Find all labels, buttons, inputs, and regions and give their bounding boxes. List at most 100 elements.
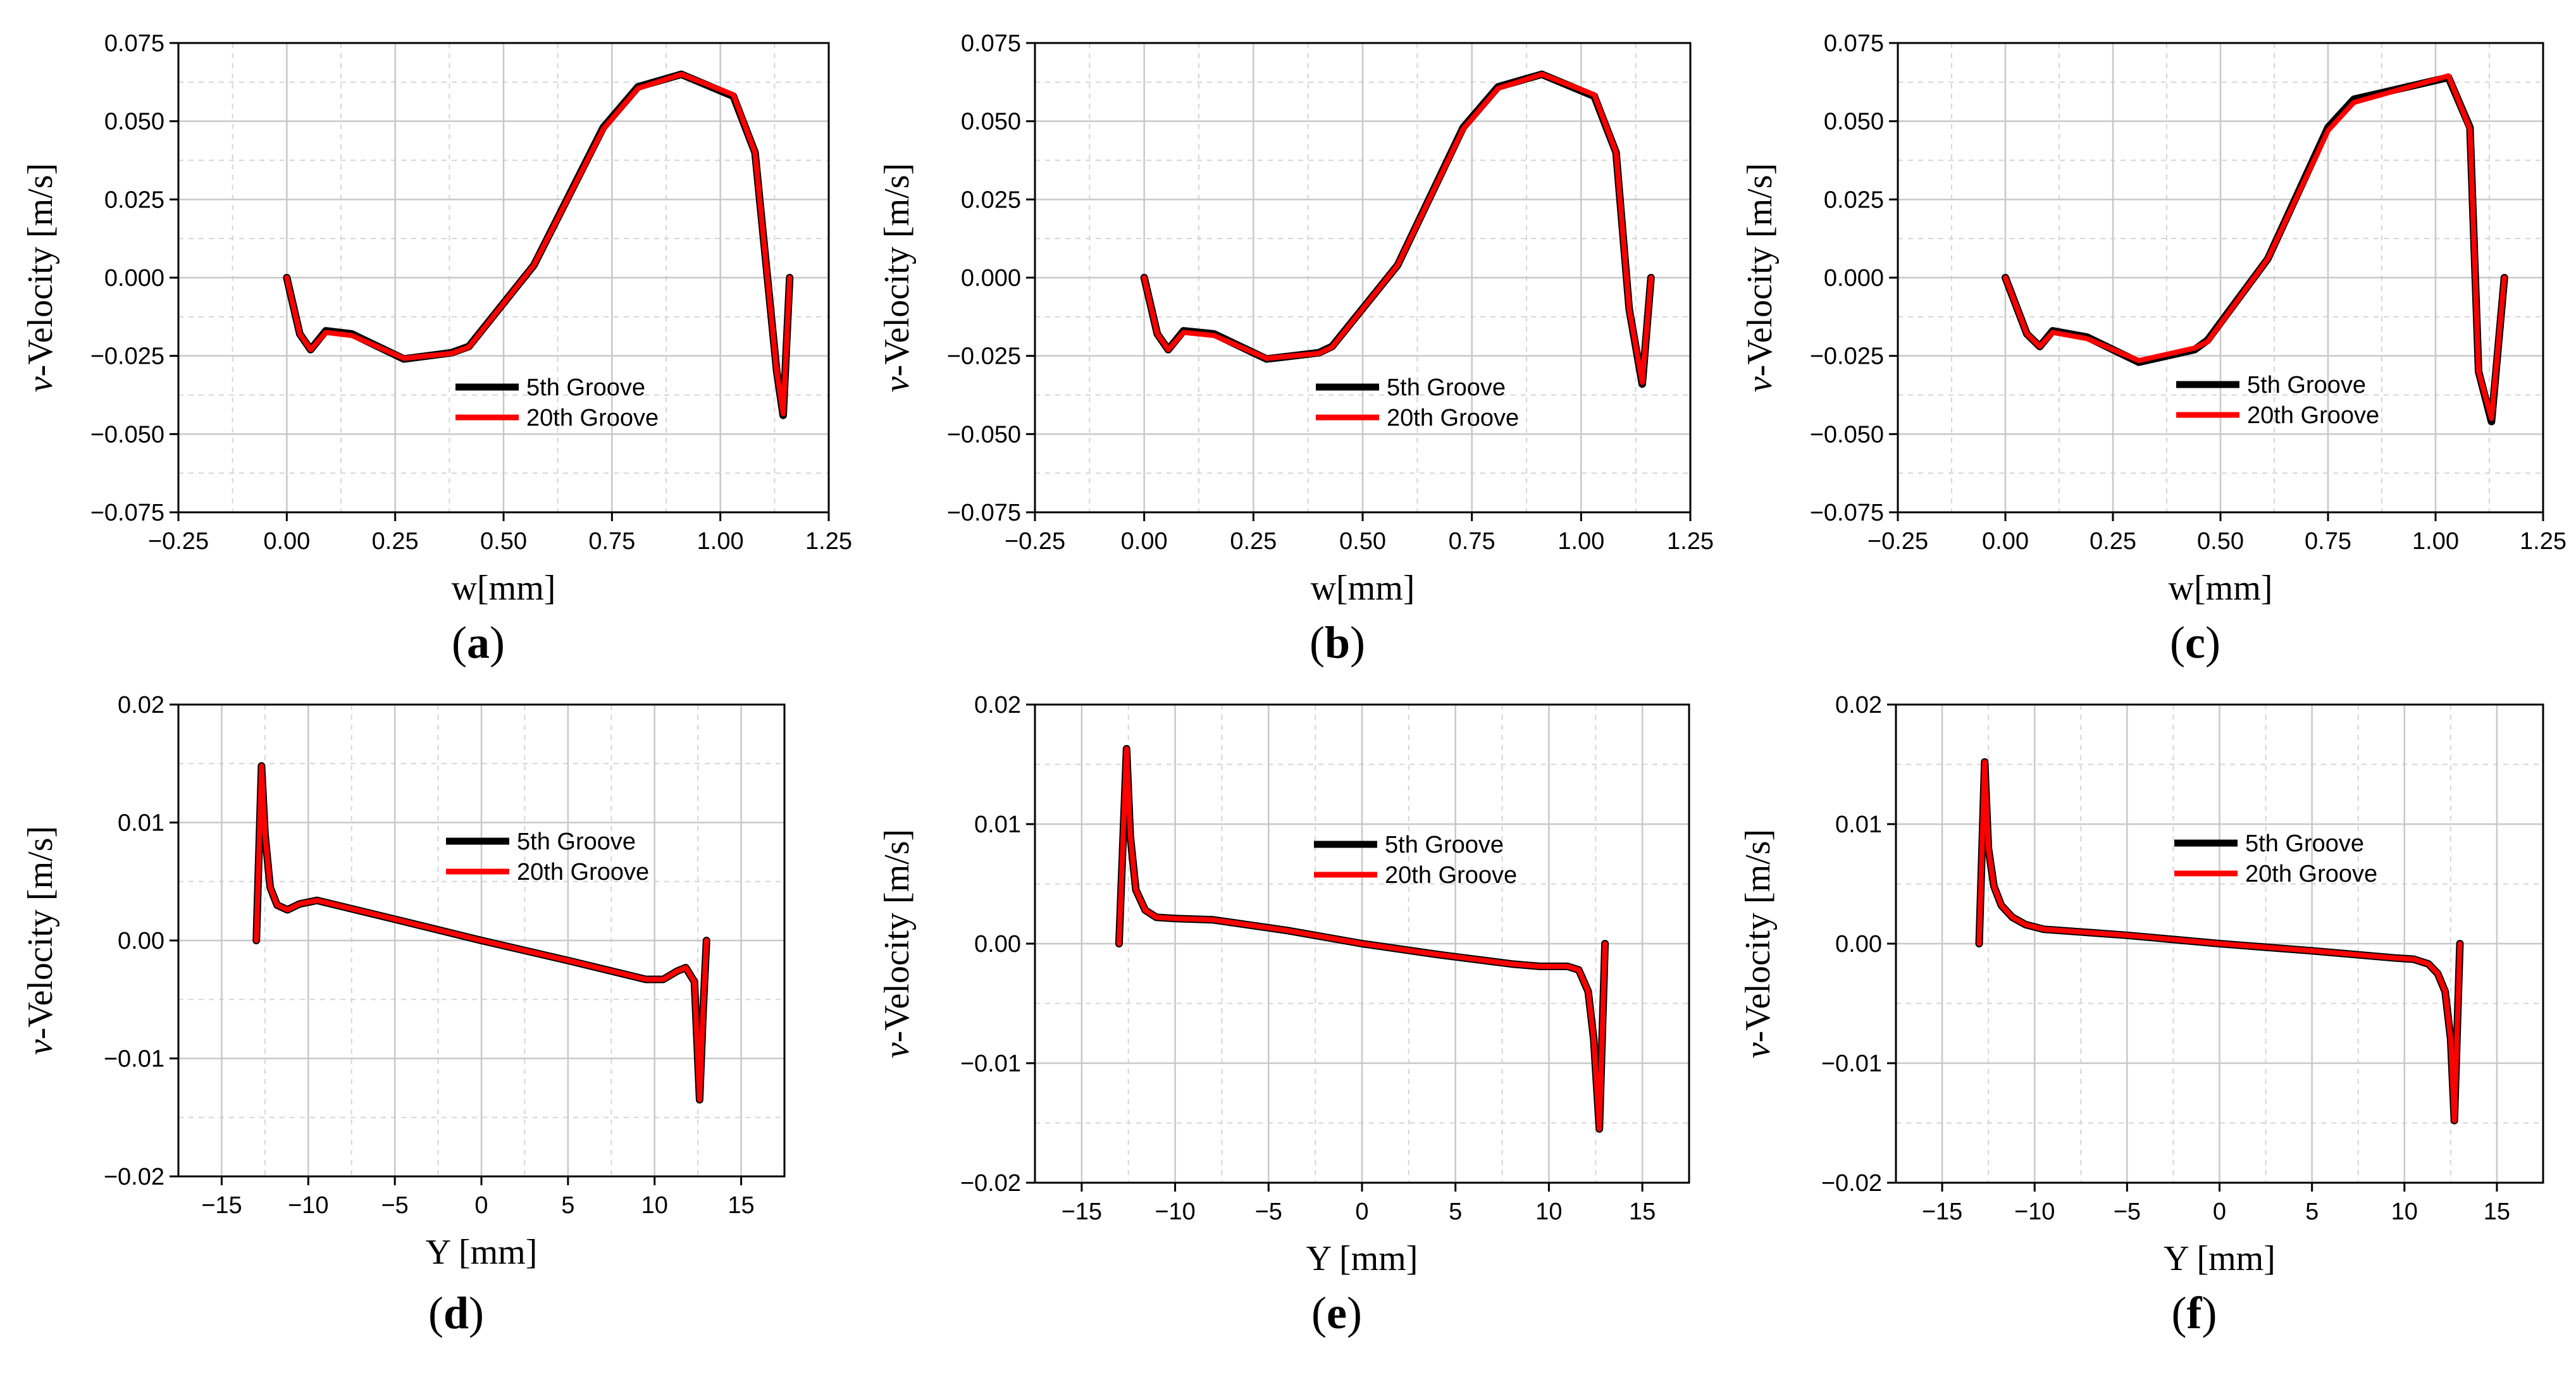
x-tick-label: 0.25 bbox=[1230, 528, 1277, 555]
y-axis-title-text: -Velocity [m/s] bbox=[877, 829, 917, 1042]
y-tick-label: 0.050 bbox=[104, 109, 164, 135]
legend-label: 5th Groove bbox=[2245, 830, 2364, 857]
y-axis-title-text: -Velocity [m/s] bbox=[21, 163, 60, 376]
x-tick-label: 15 bbox=[728, 1192, 754, 1219]
plot-frame bbox=[1895, 703, 2544, 1184]
legend: 5th Groove 20th Groove bbox=[2176, 372, 2379, 429]
y-tick-label: 0.025 bbox=[1824, 187, 1884, 213]
x-tick-label: 15 bbox=[1629, 1199, 1656, 1225]
legend-label: 5th Groove bbox=[1387, 374, 1506, 401]
y-axis-title-symbol: v bbox=[877, 376, 917, 392]
y-tick-label: −0.050 bbox=[947, 421, 1021, 448]
panel-e: −15 −10 −5 0 5 10 15 −0.02 −0.01 0.00 0.01 0.02 5th … bbox=[877, 692, 1690, 1338]
plot-frame bbox=[177, 42, 830, 514]
x-tick-label: 1.25 bbox=[805, 528, 852, 555]
panel-b: −0.25 0.00 0.25 0.50 0.75 1.00 1.25 −0.075 −0.05… bbox=[877, 30, 1714, 668]
series-line-20th-groove bbox=[254, 763, 709, 1102]
panel-label: (e) bbox=[1311, 1288, 1362, 1338]
x-tick-label: 0.75 bbox=[2305, 528, 2351, 555]
series-line-20th-groove bbox=[1976, 759, 2463, 1123]
legend-label: 5th Groove bbox=[517, 829, 636, 855]
y-tick-label: −0.075 bbox=[90, 500, 164, 526]
y-tick-label: 0.075 bbox=[104, 30, 164, 57]
x-tick-label: −0.25 bbox=[148, 528, 209, 555]
x-tick-label: −10 bbox=[2014, 1199, 2055, 1225]
y-tick-label: −0.01 bbox=[1821, 1051, 1882, 1077]
y-axis-title-text: -Velocity [m/s] bbox=[21, 826, 60, 1039]
panel-c: −0.25 0.00 0.25 0.50 0.75 1.00 1.25 −0.075 −0.05… bbox=[1740, 30, 2567, 668]
panel-f: −15 −10 −5 0 5 10 15 −0.02 −0.01 0.00 0.01 0.02 5th … bbox=[1738, 692, 2544, 1338]
x-tick-label: 0.00 bbox=[263, 528, 310, 555]
x-axis-title: w[mm] bbox=[452, 569, 556, 608]
plot-frame bbox=[177, 703, 786, 1178]
y-axis-title-text: -Velocity [m/s] bbox=[1738, 829, 1778, 1042]
y-tick-label: −0.02 bbox=[1821, 1170, 1882, 1197]
y-tick-label: −0.050 bbox=[90, 421, 164, 448]
x-tick-label: −5 bbox=[2114, 1199, 2141, 1225]
x-tick-label: 10 bbox=[641, 1192, 668, 1219]
x-tick-label: −15 bbox=[1062, 1199, 1102, 1225]
panel-label: (c) bbox=[2170, 617, 2220, 668]
y-axis-title: v-Velocity [m/s] bbox=[877, 163, 917, 392]
plot-frame bbox=[1897, 42, 2544, 514]
y-tick-label: 0.02 bbox=[118, 692, 164, 718]
x-tick-label: −15 bbox=[1922, 1199, 1962, 1225]
legend: 5th Groove 20th Groove bbox=[2174, 830, 2377, 887]
y-tick-label: −0.01 bbox=[960, 1051, 1021, 1077]
x-tick-label: 0.50 bbox=[2197, 528, 2244, 555]
legend-label: 20th Groove bbox=[1385, 862, 1517, 889]
x-tick-label: 0 bbox=[2213, 1199, 2226, 1225]
y-axis-title-symbol: v bbox=[1740, 376, 1780, 392]
legend-label: 5th Groove bbox=[1385, 832, 1504, 858]
series-line-20th-groove bbox=[284, 71, 793, 417]
panel-d: −15 −10 −5 0 5 10 15 −0.02 −0.01 0.00 0.01 0.02 5th … bbox=[21, 692, 786, 1338]
y-tick-label: 0.050 bbox=[1824, 109, 1884, 135]
y-axis-title: v-Velocity [m/s] bbox=[877, 829, 917, 1058]
y-tick-label: 0.00 bbox=[118, 928, 164, 954]
x-tick-label: 1.00 bbox=[1557, 528, 1604, 555]
x-tick-label: 0.00 bbox=[1982, 528, 2029, 555]
y-tick-label: 0.000 bbox=[104, 265, 164, 292]
x-axis-title: w[mm] bbox=[2169, 569, 2273, 608]
y-tick-label: −0.02 bbox=[960, 1170, 1021, 1197]
x-tick-label: 10 bbox=[2391, 1199, 2418, 1225]
series-line-20th-groove bbox=[1141, 71, 1654, 385]
y-axis-title-symbol: v bbox=[21, 1039, 60, 1055]
series-line-20th-groove bbox=[1116, 746, 1608, 1131]
x-tick-label: 1.00 bbox=[2412, 528, 2459, 555]
y-tick-label: 0.00 bbox=[974, 931, 1021, 958]
y-tick-label: 0.01 bbox=[974, 811, 1021, 838]
y-tick-label: 0.02 bbox=[974, 692, 1021, 718]
y-tick-label: −0.050 bbox=[1810, 421, 1884, 448]
x-tick-label: −0.25 bbox=[1005, 528, 1065, 555]
series-line-5th-groove bbox=[283, 70, 794, 419]
legend-label: 20th Groove bbox=[526, 405, 659, 431]
x-tick-label: −5 bbox=[381, 1192, 408, 1219]
x-tick-label: 1.25 bbox=[2520, 528, 2567, 555]
legend-label: 20th Groove bbox=[1387, 405, 1519, 431]
x-tick-label: 15 bbox=[2484, 1199, 2510, 1225]
x-axis-title: w[mm] bbox=[1311, 569, 1415, 608]
y-axis-title: v-Velocity [m/s] bbox=[21, 826, 60, 1055]
legend: 5th Groove 20th Groove bbox=[446, 829, 649, 885]
x-axis-title: Y [mm] bbox=[426, 1233, 538, 1272]
y-tick-label: 0.075 bbox=[1824, 30, 1884, 57]
y-tick-label: 0.01 bbox=[1835, 811, 1882, 838]
y-tick-label: −0.02 bbox=[104, 1164, 164, 1190]
x-tick-label: 0.75 bbox=[1449, 528, 1495, 555]
x-tick-label: −10 bbox=[1155, 1199, 1195, 1225]
y-axis-title: v-Velocity [m/s] bbox=[21, 163, 60, 392]
x-tick-label: 0.50 bbox=[1339, 528, 1386, 555]
x-tick-label: 0.00 bbox=[1121, 528, 1168, 555]
y-axis-title-symbol: v bbox=[21, 376, 60, 392]
panel-label: (d) bbox=[428, 1288, 484, 1338]
x-tick-label: −0.25 bbox=[1867, 528, 1928, 555]
x-tick-label: 5 bbox=[561, 1192, 574, 1219]
y-tick-label: 0.02 bbox=[1835, 692, 1882, 718]
y-tick-label: −0.075 bbox=[1810, 500, 1884, 526]
y-tick-label: 0.00 bbox=[1835, 931, 1882, 958]
y-tick-label: 0.000 bbox=[961, 265, 1021, 292]
x-tick-label: 0 bbox=[474, 1192, 488, 1219]
x-tick-label: 0.75 bbox=[588, 528, 635, 555]
